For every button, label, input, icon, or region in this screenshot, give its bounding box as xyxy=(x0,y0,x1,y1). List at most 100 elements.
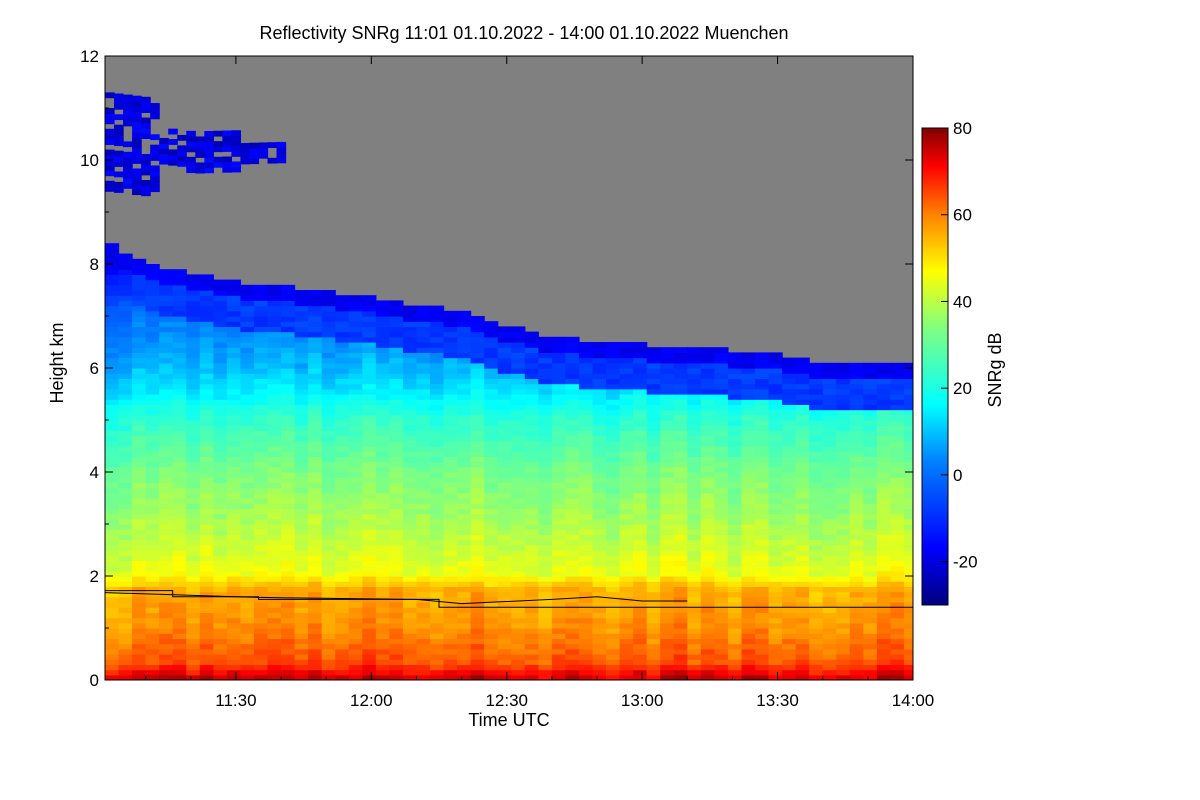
heatmap-cell xyxy=(619,430,634,437)
heatmap-cell xyxy=(673,560,688,567)
heatmap-cell xyxy=(565,477,580,483)
heatmap-cell xyxy=(876,534,892,541)
heatmap-cell xyxy=(890,607,905,613)
heatmap-cell xyxy=(551,513,567,520)
heatmap-cell xyxy=(105,290,120,296)
heatmap-cell xyxy=(430,664,445,671)
heatmap-cell xyxy=(186,342,201,348)
heatmap-cell xyxy=(836,628,851,634)
heatmap-cell xyxy=(876,477,892,483)
heatmap-cell xyxy=(727,388,743,395)
heatmap-cell xyxy=(565,378,580,385)
heatmap-cell xyxy=(172,617,187,624)
heatmap-cell xyxy=(294,477,309,483)
heatmap-cell xyxy=(253,430,269,437)
heatmap-cell xyxy=(199,586,214,593)
reflectivity-heatmap xyxy=(105,92,913,680)
upper-cloud-cell xyxy=(249,158,260,165)
heatmap-cell xyxy=(457,617,472,624)
heatmap-cell xyxy=(633,654,648,660)
heatmap-cell xyxy=(105,331,120,338)
heatmap-cell xyxy=(335,570,350,577)
heatmap-cell xyxy=(673,513,688,520)
heatmap-cell xyxy=(240,524,255,530)
heatmap-cell xyxy=(551,524,567,530)
heatmap-cell xyxy=(294,669,309,676)
heatmap-cell xyxy=(159,602,174,608)
heatmap-cell xyxy=(524,378,539,385)
heatmap-cell xyxy=(389,331,404,338)
heatmap-cell xyxy=(822,388,837,395)
heatmap-cell xyxy=(741,612,756,619)
heatmap-cell xyxy=(741,435,756,442)
heatmap-cell xyxy=(240,430,255,437)
heatmap-cell xyxy=(538,612,553,619)
upper-cloud-cell xyxy=(150,134,160,141)
heatmap-cell xyxy=(267,508,282,515)
heatmap-cell xyxy=(606,628,621,634)
heatmap-cell xyxy=(430,409,445,416)
heatmap-cell xyxy=(253,456,269,463)
heatmap-cell xyxy=(348,508,363,515)
heatmap-cell xyxy=(606,456,621,463)
heatmap-cell xyxy=(281,466,296,473)
heatmap-cell xyxy=(186,425,201,431)
heatmap-cell xyxy=(118,492,133,499)
heatmap-cell xyxy=(795,628,810,634)
heatmap-cell xyxy=(118,669,133,676)
heatmap-cell xyxy=(903,466,913,473)
heatmap-cell xyxy=(145,368,160,374)
heatmap-cell xyxy=(646,544,661,551)
heatmap-cell xyxy=(416,383,431,390)
heatmap-cell xyxy=(375,342,390,348)
heatmap-cell xyxy=(321,498,336,504)
heatmap-cell xyxy=(687,477,702,483)
heatmap-cell xyxy=(470,643,485,650)
heatmap-cell xyxy=(592,394,607,400)
heatmap-cell xyxy=(849,425,864,431)
heatmap-cell xyxy=(551,498,567,504)
heatmap-cell xyxy=(646,591,661,598)
heatmap-cell xyxy=(226,430,242,437)
heatmap-cell xyxy=(578,435,594,442)
heatmap-cell xyxy=(443,373,458,379)
heatmap-cell xyxy=(822,378,837,385)
heatmap-cell xyxy=(457,539,472,546)
heatmap-cell xyxy=(240,456,255,463)
heatmap-cell xyxy=(186,310,201,317)
heatmap-cell xyxy=(863,362,878,369)
heatmap-cell xyxy=(416,430,431,437)
heatmap-cell xyxy=(105,310,120,317)
heatmap-cell xyxy=(497,477,512,483)
heatmap-cell xyxy=(687,466,702,473)
heatmap-cell xyxy=(240,654,255,660)
heatmap-cell xyxy=(430,659,445,665)
heatmap-cell xyxy=(281,383,296,390)
heatmap-cell xyxy=(186,347,201,353)
heatmap-cell xyxy=(470,591,485,598)
heatmap-cell xyxy=(836,518,851,525)
heatmap-cell xyxy=(727,420,743,426)
heatmap-cell xyxy=(430,321,445,327)
heatmap-cell xyxy=(213,659,228,665)
heatmap-cell xyxy=(606,409,621,416)
heatmap-cell xyxy=(470,430,485,437)
heatmap-cell xyxy=(700,622,715,629)
heatmap-cell xyxy=(335,414,350,421)
heatmap-cell xyxy=(511,628,526,634)
heatmap-cell xyxy=(416,529,431,535)
heatmap-cell xyxy=(863,414,878,421)
upper-cloud-cell xyxy=(105,92,115,99)
heatmap-cell xyxy=(497,336,512,343)
heatmap-cell xyxy=(497,524,512,530)
heatmap-cell xyxy=(565,633,580,639)
heatmap-cell xyxy=(226,508,242,515)
heatmap-cell xyxy=(267,290,282,296)
heatmap-cell xyxy=(565,648,580,655)
heatmap-cell xyxy=(633,446,648,452)
heatmap-cell xyxy=(700,492,715,499)
heatmap-cell xyxy=(253,409,269,416)
heatmap-cell xyxy=(362,664,377,671)
heatmap-cell xyxy=(402,617,418,624)
heatmap-cell xyxy=(267,482,282,489)
